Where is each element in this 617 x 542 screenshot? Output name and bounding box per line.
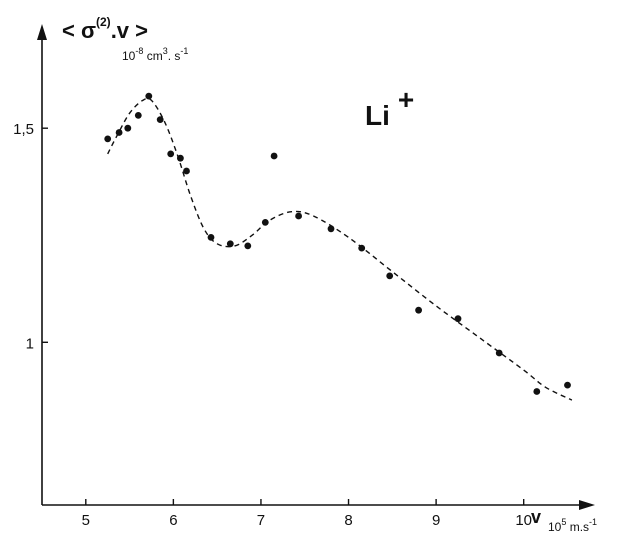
- data-point: [495, 349, 503, 357]
- data-point: [177, 154, 184, 162]
- y-tick-label: 1,5: [13, 121, 34, 138]
- data-point: [454, 315, 462, 323]
- data-point: [145, 92, 153, 100]
- x-tick-label: 5: [82, 512, 90, 529]
- data-point: [244, 242, 252, 250]
- species-label: Li+: [365, 84, 414, 131]
- data-point: [183, 167, 190, 175]
- data-point: [295, 212, 302, 220]
- y-tick-label: 1: [26, 335, 34, 352]
- x-tick-label: 10: [515, 512, 532, 529]
- x-axis-label: v: [531, 507, 541, 527]
- y-axis-arrow: [37, 24, 47, 40]
- data-point: [386, 272, 394, 280]
- data-point: [156, 116, 164, 123]
- x-tick-label: 9: [432, 512, 440, 529]
- x-tick-label: 7: [257, 512, 265, 529]
- data-point: [261, 219, 269, 226]
- data-point: [270, 152, 278, 160]
- x-tick-label: 8: [344, 512, 352, 529]
- y-axis-units: 10-8 cm3. s-1: [122, 46, 188, 63]
- data-point: [327, 225, 335, 233]
- data-point: [564, 381, 571, 389]
- ticks-group: 5 6 7 8 9 10 1 1,5: [13, 121, 532, 529]
- x-tick-label: 6: [169, 512, 177, 529]
- data-point: [226, 240, 234, 248]
- data-point: [167, 150, 175, 158]
- data-points-group: [104, 92, 571, 395]
- data-point: [415, 306, 422, 314]
- data-point: [134, 112, 142, 119]
- data-point: [207, 234, 215, 241]
- x-axis-units: 105 m.s-1: [548, 517, 597, 534]
- data-point: [124, 124, 132, 132]
- data-point: [533, 388, 541, 395]
- data-point: [104, 135, 112, 143]
- data-point: [358, 244, 366, 252]
- x-axis-arrow: [579, 500, 595, 510]
- data-point: [115, 129, 123, 136]
- y-axis-label: < σ(2).v >: [62, 15, 148, 43]
- fit-curve: [107, 97, 573, 401]
- fit-curve-group: [107, 97, 573, 401]
